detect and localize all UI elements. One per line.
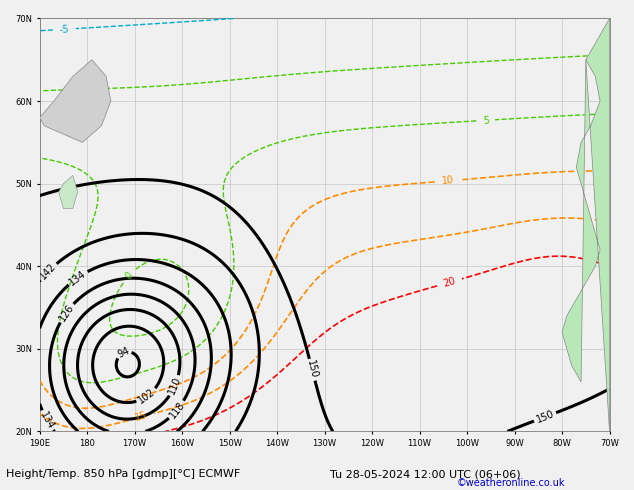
Text: Tu 28-05-2024 12:00 UTC (06+06): Tu 28-05-2024 12:00 UTC (06+06) <box>330 469 521 479</box>
Text: 0: 0 <box>124 270 135 281</box>
Text: 142: 142 <box>38 262 58 282</box>
Text: 102: 102 <box>136 387 157 406</box>
Text: Height/Temp. 850 hPa [gdmp][°C] ECMWF: Height/Temp. 850 hPa [gdmp][°C] ECMWF <box>6 469 240 479</box>
Polygon shape <box>58 175 77 208</box>
Text: 150: 150 <box>534 409 555 425</box>
Text: 15: 15 <box>134 410 148 423</box>
Text: 5: 5 <box>482 115 489 125</box>
Polygon shape <box>562 19 609 431</box>
Text: 10: 10 <box>441 175 454 186</box>
Text: -5: -5 <box>59 24 70 35</box>
Text: 126: 126 <box>57 302 75 323</box>
Text: 20: 20 <box>442 276 457 289</box>
Text: 110: 110 <box>167 375 183 396</box>
Text: 118: 118 <box>167 400 186 420</box>
Polygon shape <box>40 60 111 143</box>
Text: 94: 94 <box>116 346 131 360</box>
Text: 150: 150 <box>305 360 320 380</box>
Text: 0: 0 <box>84 84 91 94</box>
Text: ©weatheronline.co.uk: ©weatheronline.co.uk <box>456 478 565 488</box>
Text: 134: 134 <box>67 268 88 287</box>
Text: 134: 134 <box>39 410 56 431</box>
